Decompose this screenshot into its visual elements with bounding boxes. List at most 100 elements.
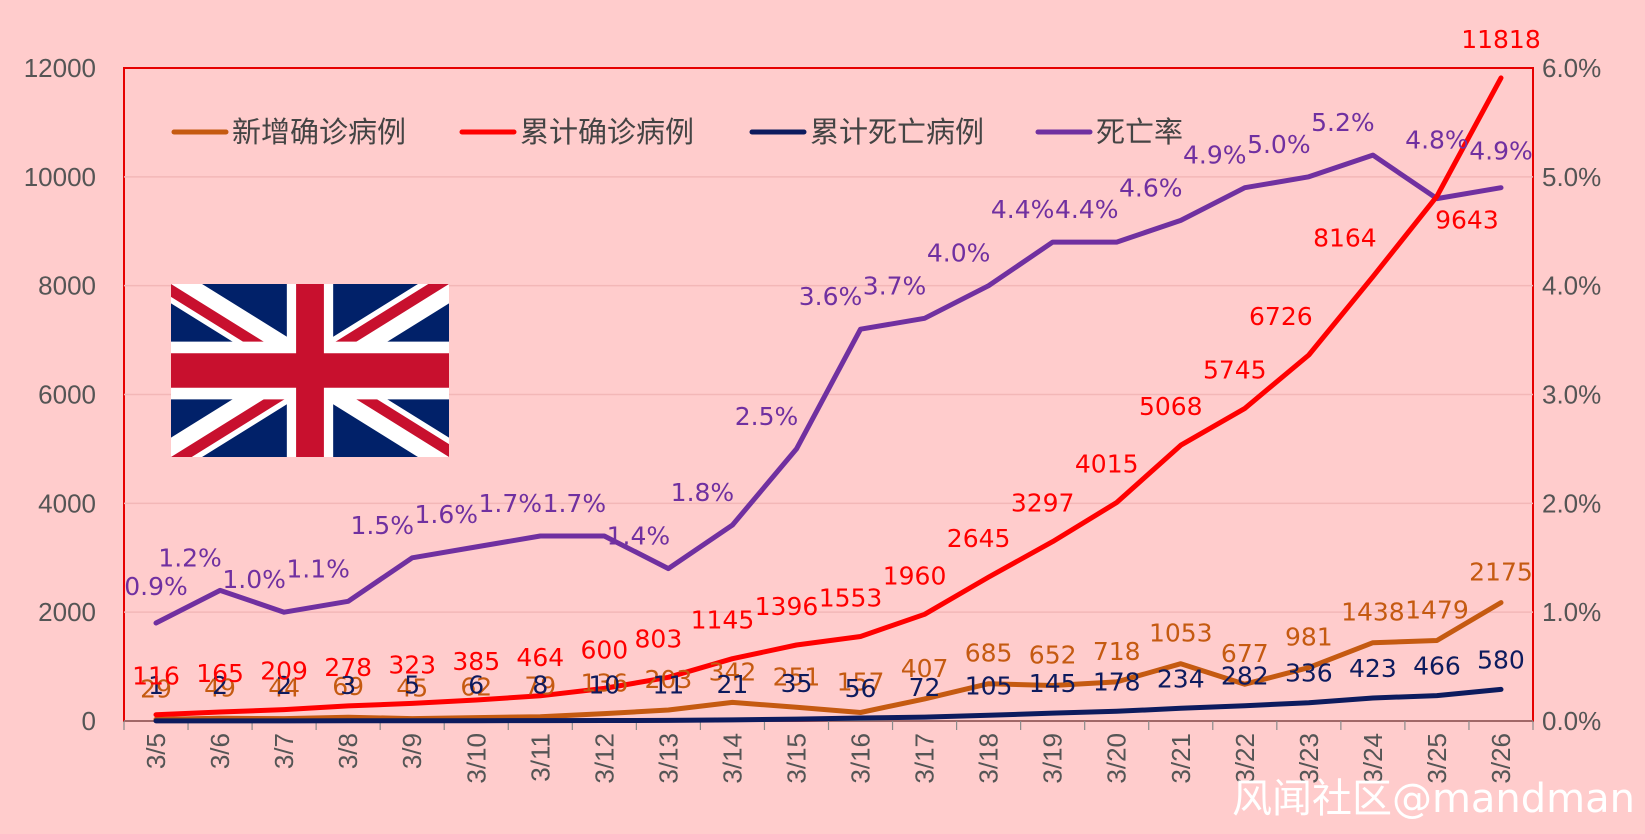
data-label: 423 <box>1349 654 1397 683</box>
data-label: 29 <box>140 674 172 703</box>
data-label: 5.0% <box>1247 130 1311 159</box>
data-label: 677 <box>1221 639 1269 668</box>
y-left-tick-label: 10000 <box>24 162 96 192</box>
data-label: 178 <box>1093 667 1141 696</box>
x-tick-label: 3/5 <box>141 733 171 769</box>
data-label: 136 <box>580 669 628 698</box>
x-tick-label: 3/23 <box>1294 733 1324 784</box>
x-tick-label: 3/25 <box>1422 733 1452 784</box>
x-tick-label: 3/8 <box>333 733 363 769</box>
x-tick-label: 3/18 <box>974 733 1004 784</box>
data-label: 652 <box>1029 641 1077 670</box>
series-line <box>153 152 1504 626</box>
y-left-tick-label: 4000 <box>38 488 96 518</box>
data-label: 685 <box>965 639 1013 668</box>
data-label: 407 <box>901 654 949 683</box>
series-line <box>153 75 1504 718</box>
data-label: 8164 <box>1313 224 1377 253</box>
data-label: 1396 <box>755 592 819 621</box>
series-line <box>153 686 1504 724</box>
data-label: 116 <box>132 662 180 691</box>
x-tick-label: 3/19 <box>1038 733 1068 784</box>
axes: 0 0.0%2000 1.0%4000 2.0%6000 3.0%8000 4.0%100… <box>24 53 1602 784</box>
data-label: 1.7% <box>543 489 607 518</box>
data-label: 69 <box>332 672 364 701</box>
data-label: 209 <box>260 657 308 686</box>
x-tick-label: 3/6 <box>205 733 235 769</box>
data-label: 0.9% <box>124 572 188 601</box>
watermark: 风闻社区@mandman <box>1232 776 1635 822</box>
data-label: 45 <box>396 674 428 703</box>
data-label: 3297 <box>1011 489 1075 518</box>
data-label: 44 <box>268 674 300 703</box>
x-tick-label: 3/9 <box>397 733 427 769</box>
data-label: 4.9% <box>1469 137 1533 166</box>
data-label: 5.2% <box>1311 108 1375 137</box>
data-label: 1438 <box>1341 598 1405 627</box>
data-label: 1.5% <box>350 511 414 540</box>
data-label: 203 <box>645 665 693 694</box>
data-label: 1.8% <box>671 478 735 507</box>
data-label: 1.0% <box>222 565 286 594</box>
data-label: 251 <box>773 662 821 691</box>
y-right-tick-label: 6.0% <box>1542 53 1601 83</box>
y-right-tick-label: 3.0% <box>1542 380 1601 410</box>
data-label: 600 <box>580 635 628 664</box>
data-label: 2175 <box>1469 558 1533 587</box>
data-label: 323 <box>388 650 436 679</box>
data-label: 56 <box>845 674 877 703</box>
series-lines <box>153 75 1504 724</box>
data-label: 1145 <box>691 606 755 635</box>
data-label: 336 <box>1285 659 1333 688</box>
data-label: 3.7% <box>863 271 927 300</box>
y-left-tick-label: 12000 <box>24 53 96 83</box>
data-label: 466 <box>1413 652 1461 681</box>
y-left-tick-label: 8000 <box>38 271 96 301</box>
data-label: 11818 <box>1461 25 1541 54</box>
legend-entry: 新增确诊病例 <box>232 115 406 149</box>
data-label: 342 <box>709 657 757 686</box>
x-tick-label: 3/16 <box>846 733 876 784</box>
data-label: 5 <box>404 671 420 700</box>
data-label: 5068 <box>1139 392 1203 421</box>
data-label: 4.8% <box>1405 126 1469 155</box>
y-right-tick-label: 0.0% <box>1542 706 1601 736</box>
data-label: 1479 <box>1405 596 1469 625</box>
data-label: 72 <box>909 673 941 702</box>
data-label: 2 <box>276 671 292 700</box>
data-label: 278 <box>324 653 372 682</box>
uk-flag <box>171 284 449 457</box>
data-label: 1960 <box>883 561 947 590</box>
y-left-tick-label: 0 <box>82 706 96 736</box>
x-tick-label: 3/22 <box>1230 733 1260 784</box>
data-label: 8 <box>532 671 548 700</box>
y-left-tick-label: 2000 <box>38 597 96 627</box>
data-label: 4.9% <box>1183 141 1247 170</box>
data-label: 580 <box>1477 645 1525 674</box>
x-tick-label: 3/26 <box>1486 733 1516 784</box>
legend-entry: 死亡率 <box>1096 115 1183 149</box>
data-label: 385 <box>452 647 500 676</box>
data-label: 49 <box>204 673 236 702</box>
data-label: 4.6% <box>1119 173 1183 202</box>
x-tick-label: 3/24 <box>1358 733 1388 784</box>
data-label: 1553 <box>819 583 883 612</box>
legend-entry: 累计确诊病例 <box>520 115 694 149</box>
y-left-tick-label: 6000 <box>38 380 96 410</box>
data-label: 4.4% <box>991 195 1055 224</box>
data-label: 9643 <box>1435 205 1499 234</box>
data-label: 282 <box>1221 662 1269 691</box>
data-label: 2 <box>212 671 228 700</box>
data-label: 35 <box>781 669 813 698</box>
data-label: 803 <box>635 624 683 653</box>
data-label: 5745 <box>1203 355 1267 384</box>
x-tick-label: 3/20 <box>1102 733 1132 784</box>
x-tick-label: 3/10 <box>461 733 491 784</box>
data-label: 10 <box>588 670 620 699</box>
data-label: 1.2% <box>158 543 222 572</box>
data-label: 234 <box>1157 664 1205 693</box>
data-label: 3.6% <box>799 282 863 311</box>
data-label: 1.1% <box>286 554 350 583</box>
